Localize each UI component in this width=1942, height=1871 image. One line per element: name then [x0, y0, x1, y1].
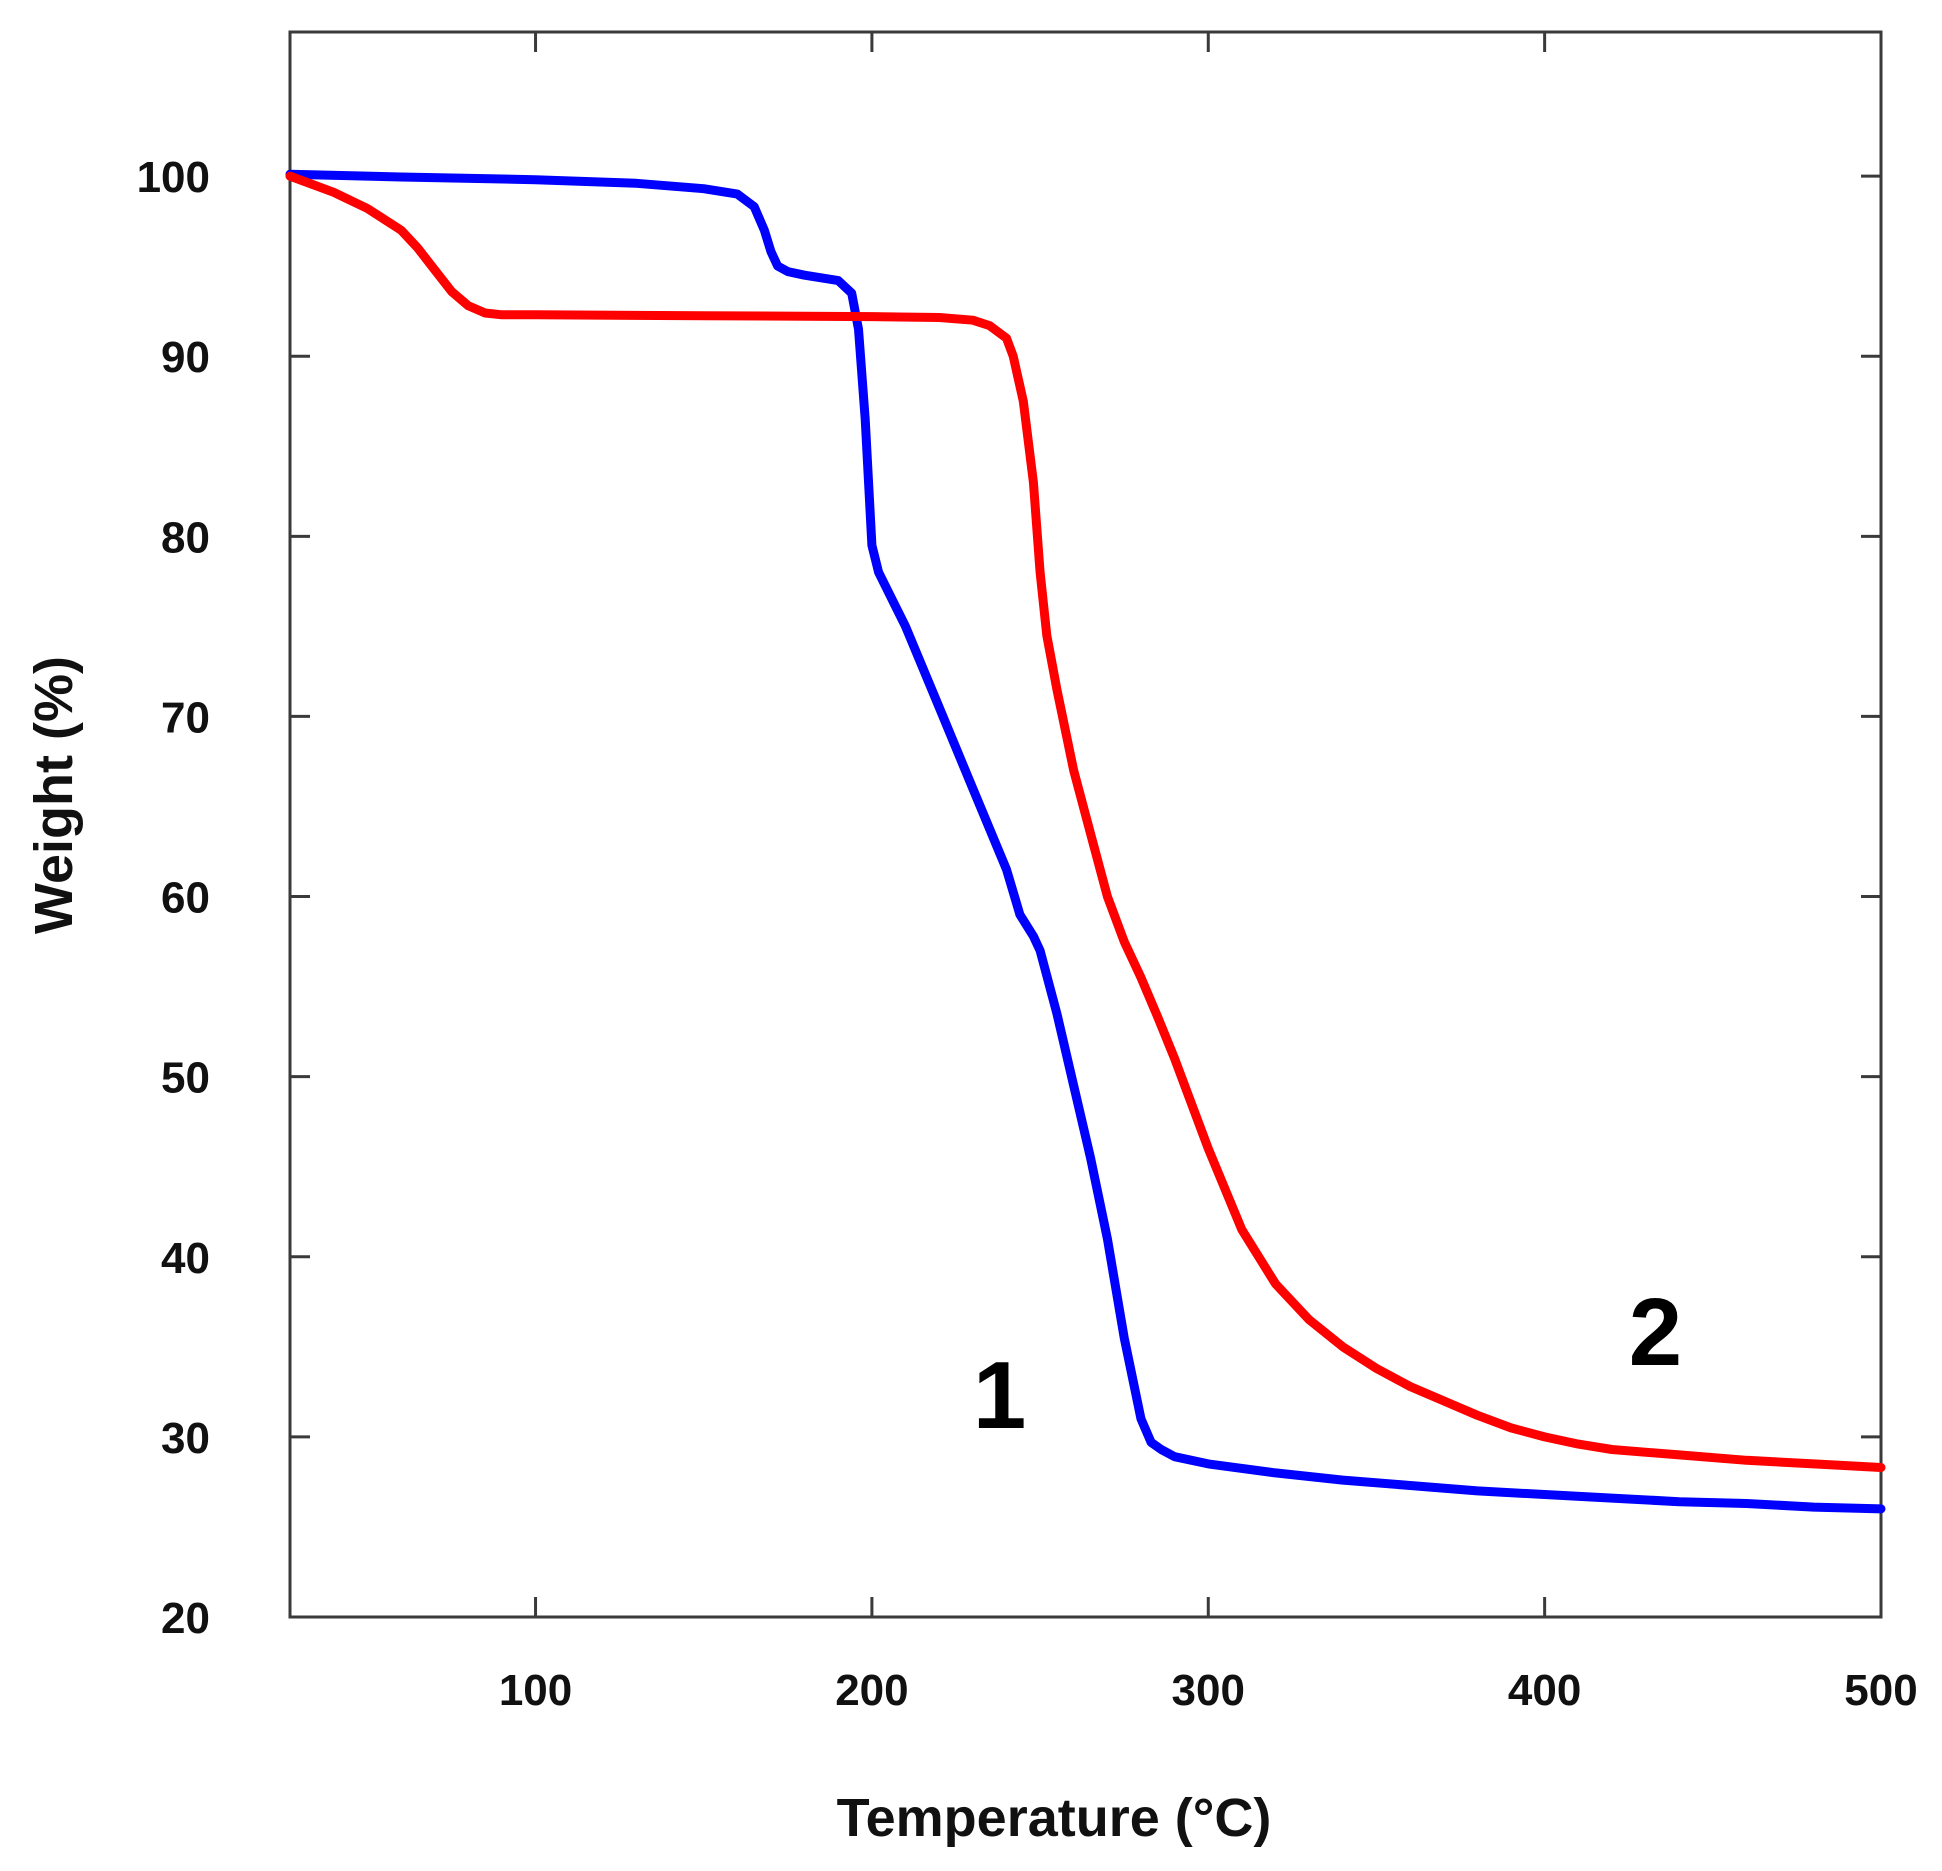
x-axis-label: Temperature (°C): [837, 1788, 1272, 1848]
series-line-1: [285, 169, 1886, 1514]
y-tick-label: 30: [161, 1414, 210, 1463]
y-tick-label: 80: [161, 513, 210, 562]
y-tick-label: 100: [137, 153, 210, 202]
series-lines: [285, 169, 1886, 1514]
y-tick-label: 50: [161, 1054, 210, 1103]
y-tick-label: 90: [161, 333, 210, 382]
plot-frame: [288, 30, 1883, 1619]
y-axis-label: Weight (%): [24, 656, 84, 934]
series-label-2: 2: [1629, 1279, 1682, 1386]
series-label-1: 1: [973, 1342, 1026, 1449]
y-tick-label: 70: [161, 693, 210, 742]
x-tick-label: 300: [1172, 1666, 1245, 1715]
axis-ticks: 100 200 300 400 500 20 30 40 50 60 70 80 90 100: [137, 32, 1918, 1715]
x-tick-label: 200: [835, 1666, 908, 1715]
x-tick-label: 100: [499, 1666, 572, 1715]
series-labels: 12: [973, 1279, 1682, 1449]
series-line-2: [285, 171, 1886, 1472]
x-tick-label: 500: [1844, 1666, 1917, 1715]
y-tick-label: 20: [161, 1594, 210, 1643]
y-tick-label: 40: [161, 1234, 210, 1283]
y-tick-label: 60: [161, 874, 210, 923]
x-tick-label: 400: [1508, 1666, 1581, 1715]
